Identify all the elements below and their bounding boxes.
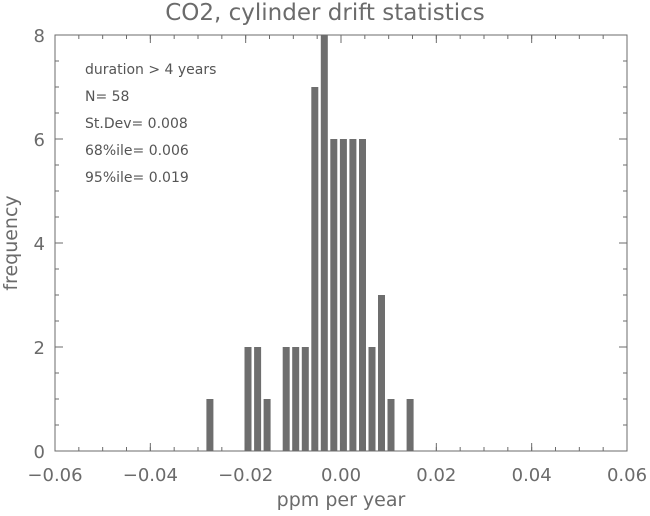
x-tick-label-1: −0.04 [123,465,178,486]
x-tick-label-0: −0.06 [27,465,82,486]
y-axis-label: frequency [0,195,22,290]
y-tick-label-3: 6 [34,130,45,151]
bar-0 [206,399,214,451]
x-tick-label-5: 0.04 [512,465,552,486]
y-tick-label-1: 2 [34,338,45,359]
y-tick-label-0: 0 [34,442,45,463]
ticks-group [54,34,628,452]
bar-14 [378,295,385,451]
y-tick-labels: 0 2 4 6 8 [34,26,45,463]
y-tick-label-4: 8 [34,26,45,47]
bar-11 [349,139,357,451]
chart-title: CO2, cylinder drift statistics [165,0,485,26]
bar-7 [311,87,319,451]
bar-1 [244,347,252,451]
bar-4 [282,347,290,451]
x-tick-label-4: 0.02 [416,465,456,486]
bar-2 [254,347,262,451]
bar-16 [406,399,414,451]
bar-10 [339,139,347,451]
bar-9 [330,139,338,451]
bar-13 [368,347,376,451]
annotation-3: 68%ile= 0.006 [85,143,189,159]
bars-group [206,35,414,451]
annotation-2: St.Dev= 0.008 [85,116,188,132]
x-tick-labels: −0.06 −0.04 −0.02 0.00 0.02 0.04 0.06 [27,465,647,486]
x-tick-label-6: 0.06 [607,465,647,486]
x-tick-label-2: −0.02 [218,465,273,486]
annotation-4: 95%ile= 0.019 [85,170,189,186]
bar-5 [292,347,300,451]
bar-3 [263,399,271,451]
annotation-1: N= 58 [85,89,129,105]
annotation-0: duration > 4 years [85,62,216,78]
x-tick-label-3: 0.00 [321,465,361,486]
bar-15 [387,399,395,451]
bar-8 [320,35,328,451]
x-axis-label: ppm per year [277,489,406,511]
bar-12 [359,139,366,451]
stats-annotations: duration > 4 years N= 58 St.Dev= 0.008 68%i… [85,62,216,186]
bar-6 [301,347,309,451]
y-tick-label-2: 4 [34,234,45,255]
